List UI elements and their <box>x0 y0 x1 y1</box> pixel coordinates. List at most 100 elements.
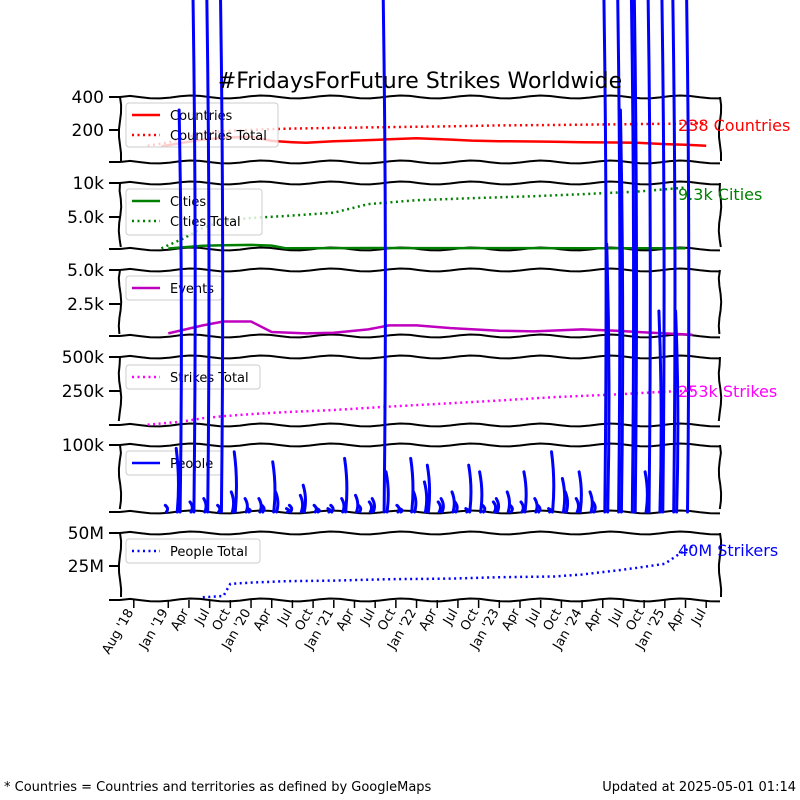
x-tick-label: Apr <box>416 606 441 634</box>
panel-top-border <box>119 530 721 536</box>
people-spike <box>536 503 542 514</box>
people-spike <box>216 503 222 514</box>
people-spike <box>685 0 691 514</box>
series-countries-total <box>147 122 707 148</box>
people-spike <box>439 497 445 514</box>
people-spike <box>177 108 183 514</box>
people-spike <box>643 470 649 514</box>
people-spike <box>381 0 387 514</box>
people-spike <box>605 242 611 514</box>
panel-strikes: 500k 250k Strikes Total 253k Strikes <box>62 348 777 428</box>
people-spike <box>409 456 415 514</box>
people-spike <box>519 500 525 514</box>
panel-top-border <box>119 442 721 448</box>
panel-left-border <box>117 444 123 510</box>
x-tick-label: Apr <box>499 606 524 634</box>
people-spike <box>163 503 170 514</box>
people-spike <box>285 507 291 514</box>
y-tick-label: 500k <box>62 348 104 368</box>
end-label-people_total: 40M Strikers <box>678 541 778 560</box>
people-spike <box>550 450 556 514</box>
people-spike <box>354 493 360 514</box>
y-tick-label: 25M <box>68 557 104 577</box>
people-spike <box>436 500 442 514</box>
people-spike <box>508 503 514 514</box>
people-spike <box>657 309 663 514</box>
people-spike <box>205 0 211 514</box>
people-spike <box>219 0 225 514</box>
panel-left-border <box>117 356 123 422</box>
people-spike <box>453 500 459 514</box>
legend-label: Cities <box>170 195 206 210</box>
end-label-countries: 238 Countries <box>678 116 790 135</box>
people-spike <box>202 497 208 514</box>
people-spike <box>660 0 666 514</box>
legend-label: Countries <box>170 109 233 124</box>
x-tick-label: Jul <box>357 607 378 629</box>
legend-box <box>125 364 261 390</box>
people-spike <box>188 500 194 514</box>
people-spike <box>260 503 266 514</box>
people-spike <box>298 493 305 514</box>
legend-people_total: People Total <box>125 538 261 564</box>
people-spike <box>287 503 294 514</box>
people-spike <box>563 490 570 514</box>
people-spike <box>591 500 597 514</box>
panel-right-border <box>717 444 723 510</box>
people-spike <box>315 507 321 514</box>
footnote: * Countries = Countries and territories … <box>4 780 432 795</box>
people-spike <box>340 497 346 514</box>
legend-countries: Countries Countries Total <box>125 102 279 148</box>
people-spike <box>425 463 432 514</box>
x-tick-label: Apr <box>334 606 359 634</box>
people-spike <box>671 0 677 514</box>
y-tick-label: 250k <box>62 382 104 402</box>
people-spike <box>243 497 249 514</box>
people-spike <box>632 0 638 514</box>
people-spike <box>560 477 567 514</box>
people-spike <box>577 470 583 514</box>
people-spike <box>229 490 236 514</box>
people-spike <box>547 507 553 514</box>
panel-left-border <box>117 182 123 248</box>
people-spike <box>329 503 335 514</box>
people-spike <box>343 456 349 514</box>
people-spike <box>491 500 498 514</box>
end-label-strikes: 253k Strikes <box>678 382 777 401</box>
people-spike <box>412 490 418 514</box>
people-spike <box>232 450 238 514</box>
y-tick-label: 200 <box>72 121 104 141</box>
people-spike <box>246 507 252 514</box>
series-people-total <box>202 545 694 599</box>
people-spike <box>494 497 501 514</box>
people-spike <box>616 0 622 514</box>
people-spike <box>356 503 363 514</box>
people-spike <box>370 497 376 514</box>
panels-layer: 400 200 Countries Countries Total 238 Countr… <box>62 88 790 603</box>
people-spike <box>274 490 280 514</box>
panel-people_total: 50M 25M People Total 40M Strikers <box>68 524 778 603</box>
series-events <box>168 320 693 336</box>
people-spike <box>384 470 390 514</box>
legend-strikes: Strikes Total <box>125 364 261 390</box>
people-spike <box>629 0 636 514</box>
people-spike <box>367 500 374 514</box>
x-tick-label: Jan '19 <box>136 607 172 654</box>
x-tick-label: Jul <box>440 607 461 629</box>
y-tick-label: 100k <box>62 436 104 456</box>
x-tick-label: Jul <box>688 607 709 629</box>
people-spike <box>674 309 680 514</box>
people-spike <box>464 507 470 514</box>
people-spike <box>478 470 484 514</box>
people-spike <box>574 497 580 514</box>
panel-top-border <box>119 94 721 100</box>
updated-timestamp: Updated at 2025-05-01 01:14 <box>602 780 796 795</box>
x-tick-label: Jul <box>275 607 296 629</box>
y-tick-label: 2.5k <box>67 295 104 315</box>
people-spikes-layer <box>163 0 691 514</box>
people-spike <box>398 507 404 514</box>
y-tick-label: 10k <box>73 174 105 194</box>
panel-bottom-border <box>119 509 721 515</box>
